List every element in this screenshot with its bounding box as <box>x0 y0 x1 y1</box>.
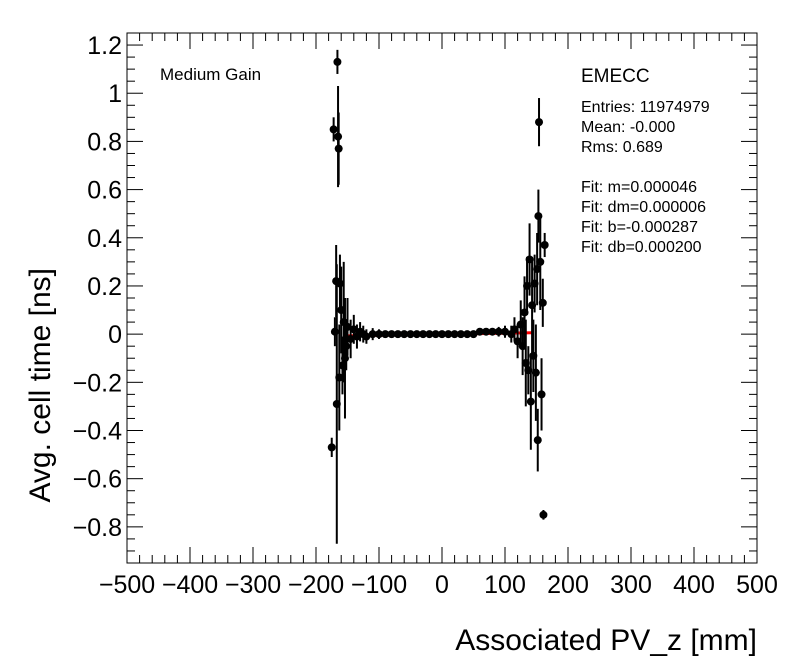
data-point <box>494 327 503 336</box>
data-point <box>475 327 484 336</box>
x-tick-label: −200 <box>288 571 344 599</box>
plot-frame <box>126 32 758 564</box>
fit-dm: Fit: dm=0.000006 <box>581 199 706 216</box>
data-point <box>531 368 540 377</box>
data-point <box>400 330 409 339</box>
data-point <box>469 330 478 339</box>
data-point <box>488 327 497 336</box>
data-point <box>526 397 535 406</box>
data-point <box>327 443 336 452</box>
data-point <box>381 330 390 339</box>
x-tick-label: 500 <box>736 571 778 599</box>
data-point <box>539 510 548 519</box>
data-point <box>533 265 542 274</box>
data-point <box>540 241 549 249</box>
stats-entries: Entries: 11974979 <box>581 99 710 116</box>
y-tick-label: 0.8 <box>87 128 122 156</box>
data-point <box>349 325 358 334</box>
data-point <box>362 332 371 341</box>
data-point <box>538 298 547 307</box>
x-tick-label: 300 <box>610 571 652 599</box>
data-point <box>368 330 377 339</box>
stats-mean: Mean: -0.000 <box>581 119 675 136</box>
y-tick-label: 0 <box>108 321 122 349</box>
data-point <box>419 330 428 339</box>
data-point <box>536 257 545 266</box>
y-tick-label: −0.4 <box>73 418 122 446</box>
x-axis-title: Associated PV_z [mm] <box>455 624 757 657</box>
stats-rms: Rms: 0.689 <box>581 139 663 156</box>
data-point <box>513 337 522 346</box>
data-point <box>482 327 491 336</box>
y-tick-label: 0.4 <box>87 225 122 253</box>
y-tick-label: 1 <box>108 80 122 108</box>
data-point <box>329 125 338 134</box>
y-axis-title: Avg. cell time [ns] <box>24 268 57 503</box>
data-point <box>375 330 383 339</box>
x-tick-label: −500 <box>99 571 155 599</box>
x-tick-label: 0 <box>435 571 449 599</box>
data-point <box>425 330 434 339</box>
data-point <box>393 330 402 339</box>
data-point <box>334 144 343 153</box>
data-point <box>444 330 453 339</box>
fit-b: Fit: b=-0.000287 <box>581 219 698 236</box>
data-point <box>387 330 396 339</box>
y-tick-label: 1.2 <box>87 32 122 60</box>
x-tick-label: −100 <box>351 571 407 599</box>
data-point <box>406 330 415 339</box>
data-point <box>335 373 344 382</box>
data-point <box>412 330 421 339</box>
y-tick-label: 0.6 <box>87 177 122 205</box>
data-point <box>501 327 509 336</box>
data-point <box>431 330 440 339</box>
data-point <box>456 330 465 339</box>
y-tick-label: −0.6 <box>73 466 122 494</box>
data-point <box>535 118 544 127</box>
data-point <box>438 330 446 339</box>
y-tick-label: 0.2 <box>87 273 122 301</box>
data-point <box>343 322 352 331</box>
data-point <box>510 325 519 334</box>
x-tick-label: 200 <box>547 571 589 599</box>
y-tick-label: −0.2 <box>73 369 122 397</box>
y-tick-label: −0.8 <box>73 514 122 542</box>
data-point <box>346 334 355 343</box>
gain-label: Medium Gain <box>160 65 261 84</box>
data-point <box>450 330 459 339</box>
x-tick-label: −400 <box>162 571 218 599</box>
fit-m: Fit: m=0.000046 <box>581 179 697 196</box>
x-tick-label: 100 <box>484 571 526 599</box>
ticks-layer: −500 −400 −300 −200 −100 0 100 200 300 400 500 −0.8… <box>73 32 778 599</box>
data-point <box>333 57 342 66</box>
data-point <box>533 436 542 445</box>
fit-db: Fit: db=0.000200 <box>581 239 702 256</box>
x-tick-label: −300 <box>225 571 281 599</box>
data-point <box>342 342 351 351</box>
data-point <box>537 390 546 399</box>
points-layer <box>327 49 549 544</box>
x-tick-label: 400 <box>673 571 715 599</box>
data-point <box>463 330 472 339</box>
region-label: EMECC <box>581 66 650 87</box>
